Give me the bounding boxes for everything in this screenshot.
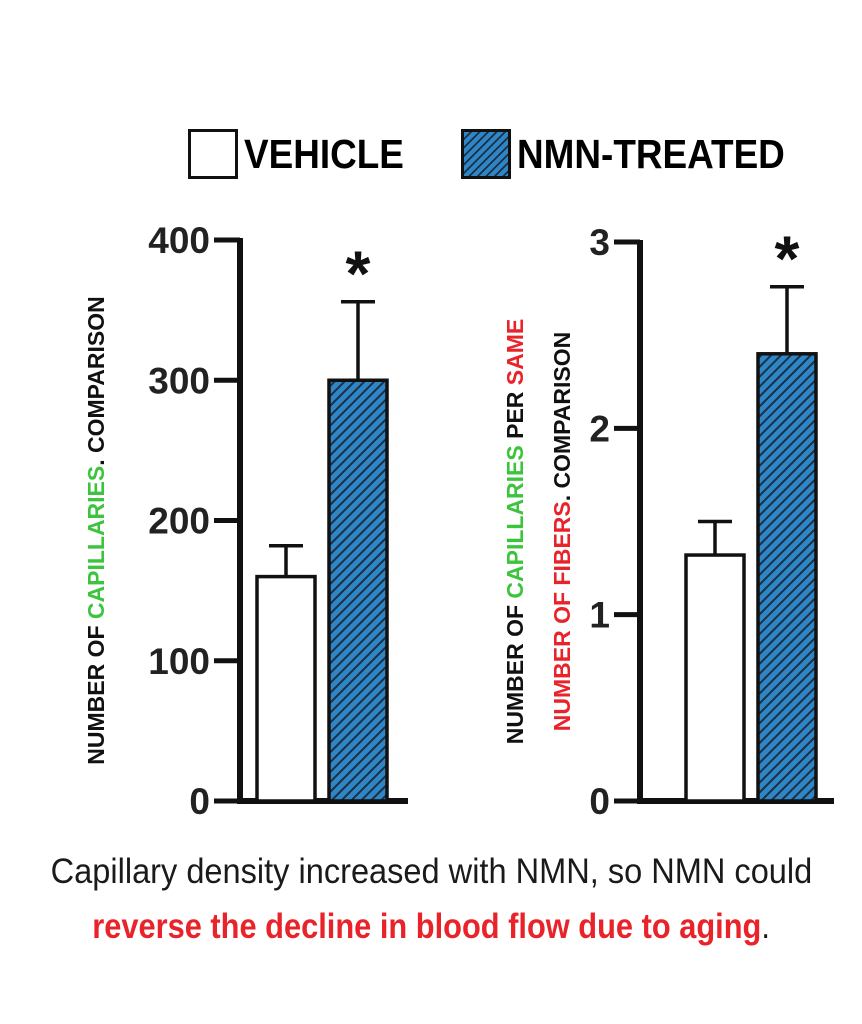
caption-line-1: Capillary density increased with NMN, so… — [50, 852, 812, 891]
caption: Capillary density increased with NMN, so… — [0, 848, 862, 958]
c0-bar-0 — [255, 574, 317, 803]
c1-ylabel-part-2-0: NUMBER OF FIBERS — [549, 501, 575, 731]
c0-ylabel-part-1-2: . COMPARISON — [83, 296, 109, 466]
c0-ylabel-part-1-0: NUMBER OF — [83, 619, 109, 765]
c1-ylabel-part-1-3: SAME — [502, 319, 528, 385]
chart-capillaries: 0 100 200 300 400 * NUMBER OF CAPILLARIES. COM… — [83, 220, 408, 822]
c1-tick-label-1: 1 — [589, 595, 610, 636]
c0-tick-label-1: 100 — [148, 641, 210, 682]
legend-label-nmn: NMN-TREATED — [517, 130, 785, 177]
c1-ylabel-line-2: NUMBER OF FIBERS. COMPARISON — [549, 332, 575, 732]
c1-ylabel-line-1: NUMBER OF CAPILLARIES PER SAME — [502, 319, 528, 745]
c1-ylabel-part-1-0: NUMBER OF — [502, 599, 528, 745]
c0-ylabel-part-1-1: CAPILLARIES — [83, 466, 109, 619]
caption-line-2: reverse the decline in blood flow due to… — [92, 903, 770, 951]
legend-label-vehicle: VEHICLE — [244, 130, 404, 177]
c1-ylabel-part-2-1: . COMPARISON — [549, 332, 575, 502]
c1-bar-1 — [756, 352, 818, 803]
c0-tick-label-3: 300 — [148, 360, 210, 401]
c0-ylabel-line-1: NUMBER OF CAPILLARIES. COMPARISON — [83, 296, 109, 765]
c0-tick-label-0: 0 — [189, 781, 210, 822]
legend: VEHICLE NMN-TREATED — [0, 120, 862, 190]
c1-tick-label-2: 2 — [589, 408, 610, 449]
caption-period: . — [761, 907, 770, 946]
c0-tick-label-2: 200 — [148, 501, 210, 542]
caption-highlight: reverse the decline in blood flow due to… — [92, 907, 762, 946]
c0-tick-label-4: 400 — [148, 220, 210, 261]
c1-ylabel-part-1-2: PER — [502, 385, 528, 445]
legend-swatch-nmn — [461, 129, 511, 179]
c1-bar-0 — [684, 553, 746, 803]
c1-tick-label-0: 0 — [589, 781, 610, 822]
c1-tick-label-3: 3 — [589, 222, 610, 263]
c1-ylabel-part-1-1: CAPILLARIES — [502, 445, 528, 598]
c0-significance-1: * — [346, 238, 371, 310]
c1-significance-1: * — [775, 223, 800, 295]
legend-item-nmn: NMN-TREATED — [461, 125, 815, 183]
c0-bar-1 — [327, 378, 389, 803]
legend-item-vehicle: VEHICLE — [188, 125, 422, 183]
legend-swatch-vehicle — [188, 129, 238, 179]
